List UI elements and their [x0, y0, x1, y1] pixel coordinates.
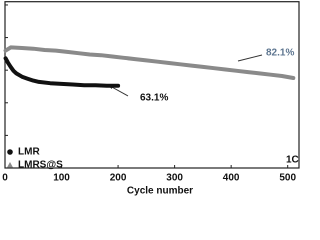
- arrow: [237, 54, 263, 62]
- annotation: 82.1%: [266, 48, 294, 59]
- legend-label: LMRS@S: [18, 160, 63, 171]
- legend-marker: [7, 162, 13, 168]
- x-tick-label: 500: [279, 173, 296, 184]
- plot-frame: [4, 1, 300, 169]
- annotation: 63.1%: [140, 93, 168, 104]
- x-axis-label: Cycle number: [127, 186, 193, 197]
- x-tick-label: 200: [110, 173, 127, 184]
- annotation: 1C: [286, 155, 299, 166]
- series-line: [3, 56, 121, 88]
- legend-marker: [7, 149, 13, 155]
- series-line: [3, 45, 296, 80]
- x-tick-label: 100: [53, 173, 70, 184]
- x-tick-label: 0: [2, 173, 8, 184]
- chart: 63.1% 82.1% 1C Cycle number 0 100 200 300 40…: [2, 1, 300, 197]
- legend-label: LMR: [18, 147, 40, 158]
- x-tick-label: 400: [223, 173, 240, 184]
- x-tick-label: 300: [166, 173, 183, 184]
